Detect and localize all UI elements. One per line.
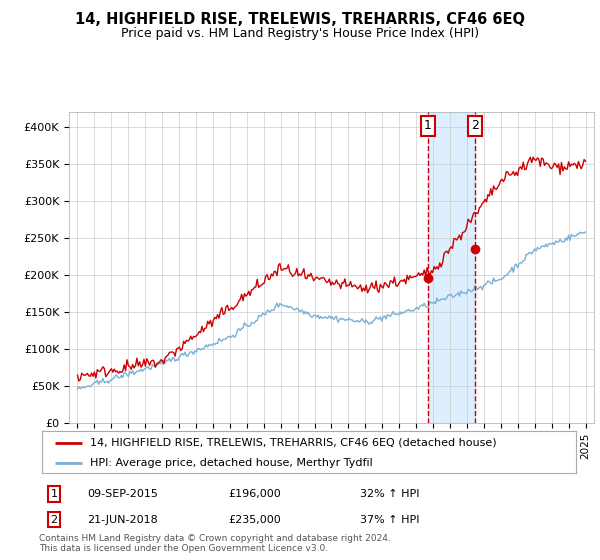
Text: 14, HIGHFIELD RISE, TRELEWIS, TREHARRIS, CF46 6EQ: 14, HIGHFIELD RISE, TRELEWIS, TREHARRIS,… (75, 12, 525, 27)
Text: 1: 1 (424, 119, 432, 133)
Text: 2: 2 (50, 515, 58, 525)
Text: 2: 2 (471, 119, 479, 133)
Text: 14, HIGHFIELD RISE, TRELEWIS, TREHARRIS, CF46 6EQ (detached house): 14, HIGHFIELD RISE, TRELEWIS, TREHARRIS,… (90, 438, 497, 448)
Text: £196,000: £196,000 (228, 489, 281, 499)
Text: 32% ↑ HPI: 32% ↑ HPI (360, 489, 419, 499)
Text: 21-JUN-2018: 21-JUN-2018 (87, 515, 158, 525)
Text: Price paid vs. HM Land Registry's House Price Index (HPI): Price paid vs. HM Land Registry's House … (121, 27, 479, 40)
Text: 09-SEP-2015: 09-SEP-2015 (87, 489, 158, 499)
Bar (428, 112, 475, 423)
Text: HPI: Average price, detached house, Merthyr Tydfil: HPI: Average price, detached house, Mert… (90, 458, 373, 468)
Text: 1: 1 (50, 489, 58, 499)
Text: 37% ↑ HPI: 37% ↑ HPI (360, 515, 419, 525)
Text: Contains HM Land Registry data © Crown copyright and database right 2024.
This d: Contains HM Land Registry data © Crown c… (39, 534, 391, 553)
Text: £235,000: £235,000 (228, 515, 281, 525)
